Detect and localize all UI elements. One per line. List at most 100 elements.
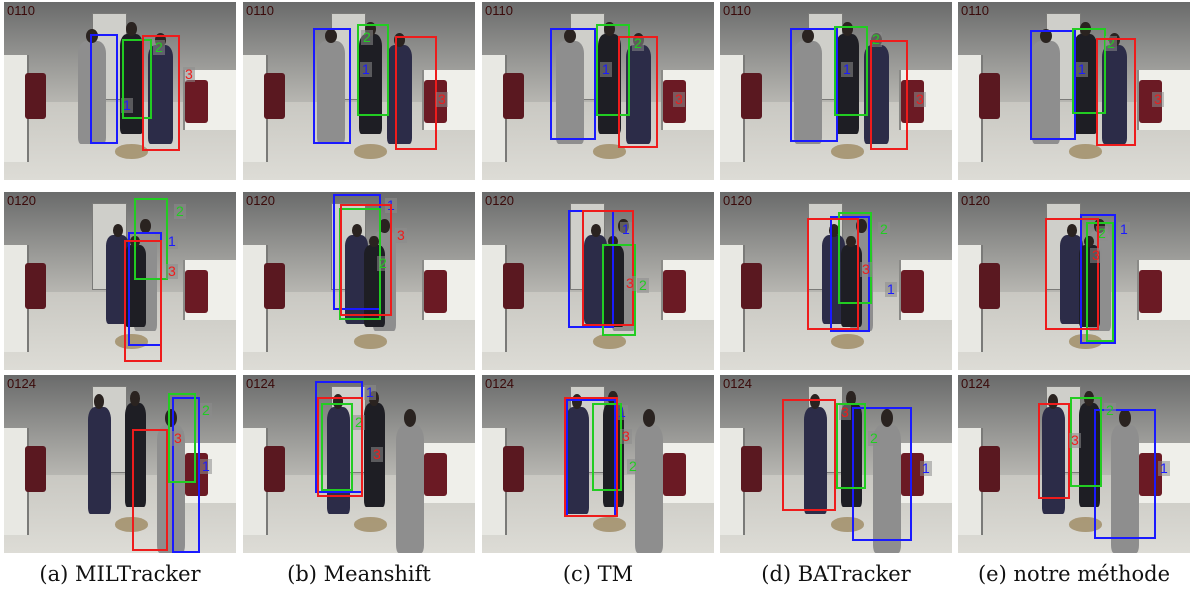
track-id-label: 1 [360, 61, 372, 77]
track-id-label: 3 [624, 275, 636, 291]
tracking-box-2 [168, 393, 196, 483]
tracking-box-2 [596, 24, 630, 116]
pedestrian-head [154, 32, 167, 47]
tracking-box-1 [172, 397, 200, 553]
pedestrian-head [810, 394, 821, 410]
track-id-label: 2 [870, 31, 882, 47]
tracking-box-3 [782, 399, 836, 511]
pedestrian-head [140, 219, 151, 234]
track-id-label: 3 [673, 91, 685, 107]
track-id-label: 2 [878, 221, 890, 237]
office-chair [662, 453, 687, 497]
track-id-label: 1 [364, 384, 376, 400]
tracking-box-3 [1038, 403, 1070, 499]
floor-mat [593, 517, 626, 532]
office-chair [24, 263, 46, 310]
caption-b: (b) Meanshift [287, 562, 431, 586]
pedestrian-head [802, 28, 815, 44]
pedestrian-head [604, 22, 615, 37]
tracking-box-3 [582, 210, 634, 326]
tracking-box-3 [870, 40, 908, 150]
office-chair [1138, 80, 1163, 124]
floor-mat [1069, 517, 1102, 532]
tracking-box-2 [357, 24, 389, 116]
pedestrian [1032, 28, 1061, 145]
pedestrian [359, 22, 383, 134]
pedestrian-head [393, 32, 406, 47]
office-chair [263, 446, 285, 493]
pedestrian-head [564, 28, 577, 44]
tracking-box-3 [317, 397, 363, 497]
pedestrian [556, 28, 585, 145]
track-id-label: 3 [914, 91, 926, 107]
track-id-label: 2 [377, 255, 389, 271]
office-chair [978, 446, 1000, 493]
track-id-label: 3 [395, 227, 407, 243]
track-id-label: 1 [1076, 61, 1088, 77]
track-id-label: 1 [1158, 460, 1170, 476]
pedestrian [1111, 409, 1139, 553]
floor-mat [354, 517, 387, 532]
office-chair [423, 453, 448, 497]
tracking-box-3 [807, 218, 859, 330]
video-frame: 0120 1 2 3 [720, 192, 952, 370]
track-id-label: 1 [841, 61, 853, 77]
track-id-label: 1 [920, 460, 932, 476]
video-frame: 0124 1 2 3 [958, 375, 1190, 553]
pedestrian-head [325, 28, 338, 44]
video-frame: 0124 1 2 3 [243, 375, 475, 553]
track-id-label: 3 [183, 66, 195, 82]
tracking-box-2 [321, 403, 353, 491]
office-chair [978, 263, 1000, 310]
track-id-label: 3 [860, 261, 872, 277]
pedestrian [873, 409, 901, 553]
pedestrian [1060, 224, 1084, 324]
track-id-label: 2 [200, 402, 212, 418]
pedestrian-head [112, 224, 123, 237]
pedestrian-head [828, 224, 839, 237]
frame-number: 0110 [961, 3, 989, 18]
office-chair [740, 446, 762, 493]
pedestrian [386, 32, 413, 145]
track-id-label: 1 [200, 458, 212, 474]
pedestrian [1041, 394, 1065, 514]
video-frame: 0124 1 2 3 [482, 375, 714, 553]
pedestrian-head [856, 219, 867, 234]
pedestrian [106, 224, 130, 324]
video-frame: 0110 1 2 3 [720, 2, 952, 180]
pedestrian [147, 32, 174, 145]
pedestrian-head [403, 409, 417, 428]
tracking-box-3 [564, 397, 618, 517]
office-chair [740, 263, 762, 310]
office-chair [184, 270, 209, 314]
track-id-label: 3 [172, 430, 184, 446]
track-id-label: 2 [1105, 35, 1117, 51]
office-chair [24, 73, 46, 120]
tracking-box-2 [836, 403, 866, 489]
track-id-label: 2 [1096, 225, 1108, 241]
video-frame: 0110 1 2 3 [482, 2, 714, 180]
tracking-box-3 [142, 35, 180, 151]
pedestrian-head [86, 28, 99, 44]
frame-number: 0124 [485, 376, 514, 391]
tracking-box-1 [1030, 30, 1076, 140]
video-frame: 0120 1 2 3 [243, 192, 475, 370]
tracking-box-2 [592, 403, 622, 491]
track-id-label: 2 [174, 203, 186, 219]
pedestrian-head [590, 224, 601, 237]
pedestrian [584, 224, 608, 324]
track-id-label: 3 [1090, 247, 1102, 263]
pedestrian-head [846, 235, 856, 248]
tracking-box-3 [124, 240, 162, 362]
tracking-box-2 [122, 39, 152, 119]
tracking-box-3 [395, 36, 437, 150]
track-id-label: 3 [1152, 91, 1164, 107]
caption-d: (d) BATracker [761, 562, 911, 586]
pedestrian [345, 224, 369, 324]
pedestrian-head [642, 409, 656, 428]
pedestrian-head [94, 394, 105, 410]
caption-c: (c) TM [562, 562, 634, 586]
pedestrian [157, 409, 185, 553]
track-id-label: 2 [153, 39, 165, 55]
tracking-box-2 [1086, 222, 1114, 342]
